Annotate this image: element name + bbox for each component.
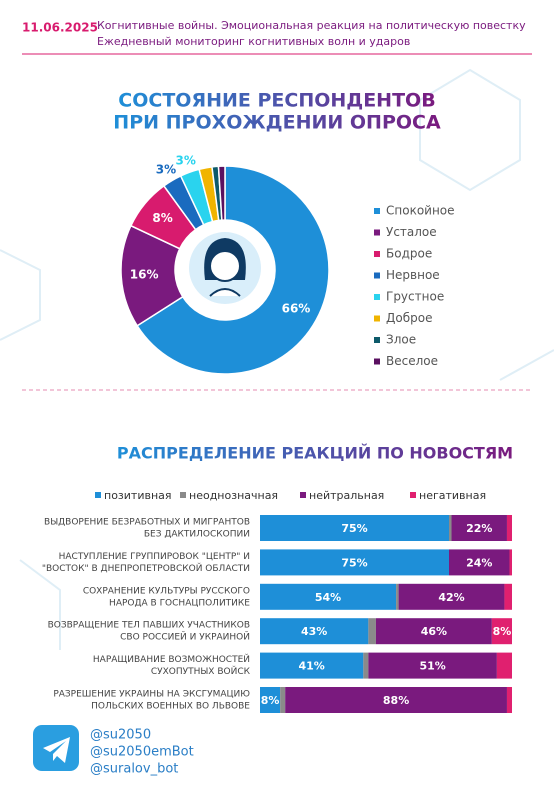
legend-swatch — [374, 272, 380, 279]
bar-segment — [491, 618, 512, 645]
category-label: ПОЛЬСКИХ ВОЕННЫХ ВО ЛЬВОВЕ — [91, 702, 250, 712]
value-label: 8% — [493, 625, 512, 638]
header-line: Ежедневный мониторинг когнитивных волн и… — [97, 35, 410, 48]
bar-segment — [260, 618, 369, 645]
legend-label: Веселое — [386, 354, 438, 368]
category-label: СВО РОССИЕЙ И УКРАИНОЙ — [120, 631, 250, 643]
bar-segment — [260, 583, 397, 610]
value-label: 24% — [466, 556, 492, 569]
handle[interactable]: @su2050 — [90, 728, 151, 743]
legend-swatch — [374, 229, 380, 236]
legend-swatch — [374, 208, 380, 214]
category-label: ВЫДВОРЕНИЕ БЕЗРАБОТНЫХ И МИГРАНТОВ — [44, 518, 250, 528]
bar-segment — [260, 549, 449, 576]
value-label: 51% — [419, 660, 445, 673]
handle[interactable]: @su2050emBot — [90, 745, 194, 760]
bar-segment — [506, 687, 512, 713]
telegram-icon — [33, 725, 79, 771]
category-label: СУХОПУТНЫХ ВОЙСК — [151, 665, 251, 677]
legend-swatch — [374, 315, 380, 322]
bar-segment — [280, 687, 286, 713]
legend-swatch — [374, 251, 380, 257]
value-label: 54% — [315, 591, 341, 604]
legend-swatch — [374, 337, 380, 343]
value-label: 8% — [261, 694, 280, 707]
value-label: 46% — [421, 625, 447, 638]
category-label: РАЗРЕШЕНИЕ УКРАИНЫ НА ЭКСГУМАЦИЮ — [53, 690, 250, 700]
bar-segment — [368, 618, 376, 645]
category-label: "ВОСТОК" В ДНЕПРОПЕТРОВСКОЙ ОБЛАСТИ — [42, 562, 250, 574]
category-label: НАРАЩИВАНИЕ ВОЗМОЖНОСТЕЙ — [93, 653, 250, 665]
legend-label: Усталое — [386, 225, 437, 239]
bar-segment — [496, 652, 512, 679]
legend-swatch — [95, 492, 101, 498]
bar-segment — [398, 583, 505, 610]
chart-title: РАСПРЕДЕЛЕНИЕ РЕАКЦИЙ ПО НОВОСТЯМ — [117, 444, 513, 463]
date: 11.06.2025 — [22, 21, 98, 35]
category-label: СОХРАНЕНИЕ КУЛЬТУРЫ РУССКОГО — [83, 586, 250, 596]
legend-label: Бодрое — [386, 247, 432, 261]
legend-swatch — [374, 358, 380, 365]
bar-segment — [375, 618, 492, 645]
category-label: НАРОДА В ГОСНАЦПОЛИТИКЕ — [109, 598, 250, 608]
legend-label: нейтральная — [309, 489, 384, 502]
legend-label: Грустное — [386, 290, 444, 304]
value-label: 16% — [130, 268, 159, 282]
legend-label: позитивная — [104, 489, 172, 502]
bar-segment — [260, 687, 281, 713]
legend-label: негативная — [419, 489, 486, 502]
bar-segment — [506, 515, 512, 541]
legend-label: Злое — [386, 333, 416, 347]
bar-segment — [509, 549, 512, 576]
legend-label: Спокойное — [386, 204, 455, 218]
bar-chart: позитивная неоднозначная нейтральная негати… — [42, 489, 512, 713]
value-label: 75% — [341, 556, 367, 569]
chart-title: ПРИ ПРОХОЖДЕНИИ ОПРОСА — [113, 112, 441, 134]
background-pattern — [0, 68, 554, 650]
handle[interactable]: @suralov_bot — [90, 762, 178, 777]
legend-label: Нервное — [386, 268, 440, 282]
legend-swatch — [410, 492, 416, 498]
bar-segment — [396, 583, 399, 610]
category-label: НАСТУПЛЕНИЕ ГРУППИРОВОК "ЦЕНТР" И — [59, 552, 250, 562]
value-label: 8% — [152, 211, 172, 225]
value-label: 43% — [301, 625, 327, 638]
value-label: 41% — [298, 660, 324, 673]
bar-segment — [260, 515, 449, 541]
legend-swatch — [180, 492, 186, 498]
bar-segment — [449, 549, 510, 576]
bar-segment — [504, 583, 512, 610]
bar-segment — [368, 652, 497, 679]
value-label: 3% — [176, 153, 196, 167]
legend-label: неоднозначная — [189, 489, 278, 502]
bar-segment — [449, 515, 452, 541]
legend-swatch — [374, 294, 380, 300]
donut-slice — [136, 165, 330, 375]
bar-segment — [363, 652, 369, 679]
value-label: 88% — [383, 694, 409, 707]
legend-swatch — [300, 492, 306, 498]
donut-chart: 66% Спокойное 16% Усталое 8% Бодрое 3% Нервное 3… — [120, 153, 455, 375]
bar-segment — [451, 515, 507, 541]
bar-segment — [285, 687, 507, 713]
header-line: Когнитивные войны. Эмоциональная реакция… — [97, 19, 526, 32]
value-label: 3% — [156, 163, 176, 177]
face-icon — [189, 232, 261, 304]
donut-slice — [217, 165, 226, 221]
category-label: ВОЗВРАЩЕНИЕ ТЕЛ ПАВШИХ УЧАСТНИКОВ — [48, 621, 250, 631]
category-label: БЕЗ ДАКТИЛОСКОПИИ — [144, 530, 250, 540]
value-label: 75% — [341, 522, 367, 535]
value-label: 66% — [282, 302, 311, 316]
chart-title: СОСТОЯНИЕ РЕСПОНДЕНТОВ — [118, 90, 435, 112]
legend-label: Доброе — [386, 311, 432, 325]
value-label: 42% — [438, 591, 464, 604]
value-label: 22% — [466, 522, 492, 535]
bar-segment — [260, 652, 364, 679]
